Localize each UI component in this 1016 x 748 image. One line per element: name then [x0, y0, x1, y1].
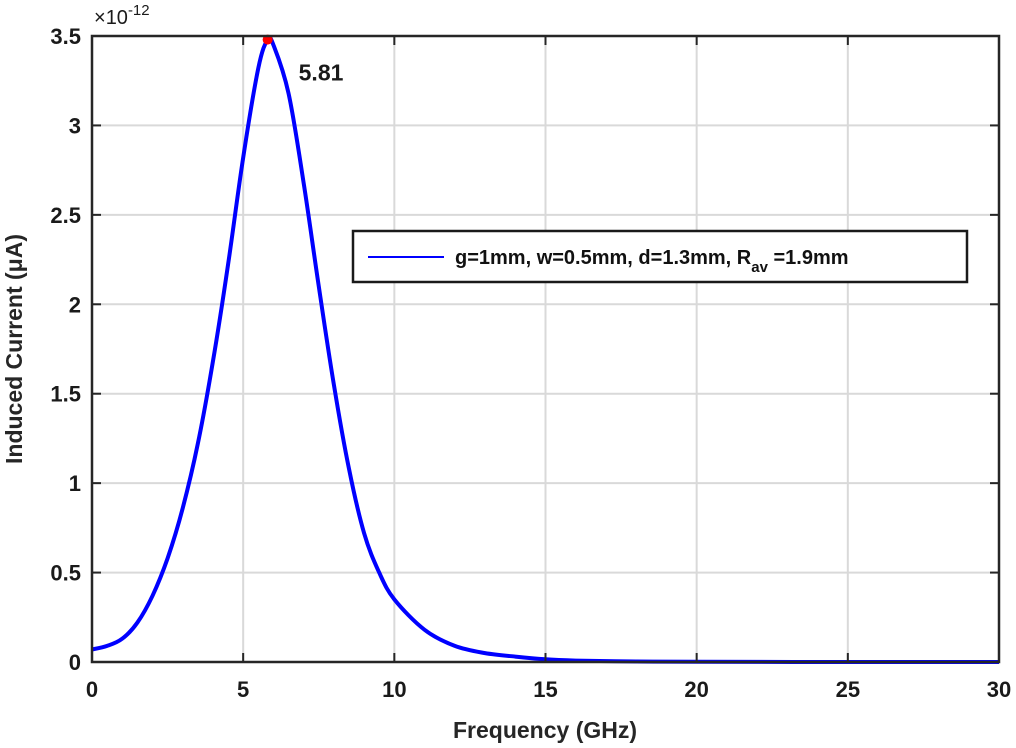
series-layer: [91, 35, 999, 665]
y-tick-label: 3.5: [50, 24, 81, 49]
x-tick-label: 10: [382, 677, 406, 702]
y-axis-label: Induced Current (μA): [1, 234, 27, 464]
y-tick-label: 3: [69, 113, 81, 138]
x-tick-label: 30: [987, 677, 1011, 702]
legend-box: [351, 229, 969, 284]
y-tick-label: 1.5: [50, 382, 81, 407]
tick-marks: [91, 35, 1000, 663]
x-tick-label: 25: [836, 677, 860, 702]
x-tick-label: 0: [86, 677, 98, 702]
x-tick-label: 15: [533, 677, 557, 702]
y-tick-label: 2: [69, 292, 81, 317]
peak-label: 5.81: [299, 60, 344, 86]
x-tick-labels: 0 5 10 15 20 25 30: [86, 677, 1011, 702]
legend-entry: g=1mm, w=0.5mm, d=1.3mm, Rav =1.9mm: [455, 247, 849, 276]
y-multiplier: ×10-12: [94, 2, 150, 29]
x-tick-label: 5: [237, 677, 249, 702]
y-tick-label: 0: [69, 650, 81, 675]
y-tick-labels: 0 0.5 1 1.5 2 2.5 3 3.5: [50, 24, 81, 675]
legend: g=1mm, w=0.5mm, d=1.3mm, Rav =1.9mm: [351, 229, 969, 284]
y-tick-label: 0.5: [50, 561, 81, 586]
y-tick-label: 1: [69, 471, 81, 496]
x-tick-label: 20: [684, 677, 708, 702]
series-line: [91, 35, 999, 665]
y-tick-label: 2.5: [50, 203, 81, 228]
x-axis-label: Frequency (GHz): [453, 717, 637, 743]
